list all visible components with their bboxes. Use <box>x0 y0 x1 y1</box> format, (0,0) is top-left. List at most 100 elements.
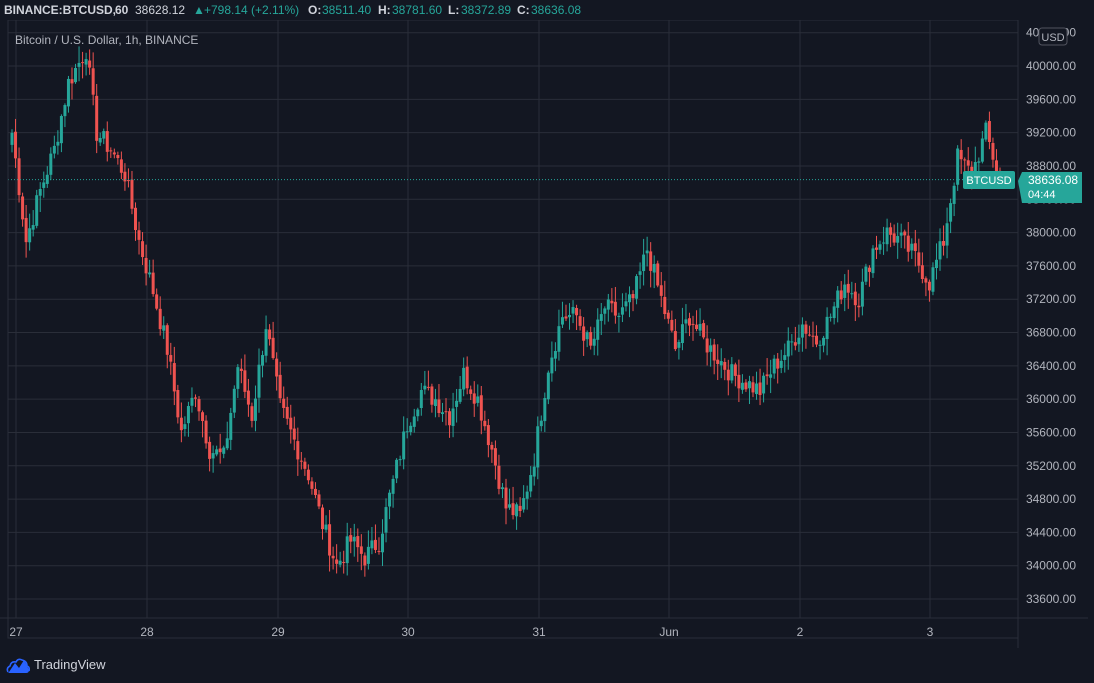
interval-label[interactable]: 60 <box>115 3 129 17</box>
candle-body <box>899 232 903 236</box>
candle-body <box>211 453 215 459</box>
candle-body <box>797 337 801 345</box>
candle-body <box>716 359 720 364</box>
candle-body <box>359 546 363 554</box>
candle-body <box>151 272 155 295</box>
candle-body <box>726 369 730 381</box>
candle-body <box>811 335 815 337</box>
candle-body <box>253 398 257 421</box>
candle-body <box>762 375 766 394</box>
price-chart[interactable]: 33600.00 34000.00 34400.00 34800.00 35200.00… <box>0 20 1094 648</box>
candle-body <box>423 385 427 390</box>
candle-body <box>70 79 74 84</box>
candle-body <box>635 276 639 299</box>
symbol-header: BINANCE:BTCUSD, 60 38628.12 ▲ +798.14 (+… <box>0 0 1094 20</box>
candle-body <box>642 254 646 272</box>
candle-body <box>525 491 529 499</box>
candle-body <box>264 329 268 356</box>
candle-body <box>317 494 321 507</box>
candle-body <box>137 230 141 240</box>
price-tick-label: 39600.00 <box>1026 92 1076 106</box>
candle-body <box>493 448 497 466</box>
candle-body <box>134 207 137 231</box>
tradingview-cloud-icon[interactable] <box>6 656 30 674</box>
candle-body <box>508 504 512 508</box>
candle-body <box>377 550 381 552</box>
chart-legend-title: Bitcoin / U.S. Dollar, 1h, BINANCE <box>15 33 198 47</box>
candle-body <box>885 227 889 245</box>
candle-body <box>793 342 797 346</box>
candle-body <box>455 400 459 407</box>
candle-body <box>892 233 896 243</box>
candle-body <box>155 294 159 309</box>
candle-body <box>42 182 46 188</box>
candle-body <box>553 351 557 359</box>
candle-body <box>324 524 328 530</box>
candle-body <box>564 316 568 319</box>
candle-body <box>659 285 663 296</box>
candle-body <box>409 425 413 432</box>
candle-body <box>268 329 272 340</box>
candle-body <box>126 180 130 182</box>
price-tick-label: 37600.00 <box>1026 259 1076 273</box>
candle-body <box>469 389 473 394</box>
candle-body <box>451 408 455 426</box>
candle-body <box>402 431 406 460</box>
candle-body <box>321 507 325 530</box>
candle-body <box>652 263 656 273</box>
candle-body <box>836 290 840 308</box>
candle-body <box>698 323 702 331</box>
candle-body <box>190 397 194 406</box>
candle-body <box>21 196 25 220</box>
candle-body <box>275 358 279 377</box>
candle-body <box>472 393 476 404</box>
candle-body <box>695 324 699 330</box>
candle-body <box>670 319 674 331</box>
candle-body <box>857 305 861 308</box>
brand-name[interactable]: TradingView <box>34 657 106 672</box>
candle-body <box>31 225 35 230</box>
candle-body <box>483 420 487 427</box>
candle-body <box>225 438 229 449</box>
candle-body <box>52 145 56 154</box>
candle-body <box>313 488 317 496</box>
candle-body <box>779 360 783 368</box>
last-price-tag: 38636.08 04:44 <box>1018 172 1082 203</box>
candle-body <box>804 324 808 334</box>
candle-body <box>162 325 166 331</box>
candle-body <box>462 367 466 390</box>
candle-body <box>578 316 582 326</box>
candle-body <box>529 475 533 492</box>
candle-body <box>942 240 946 246</box>
candle-body <box>550 357 554 374</box>
candle-body <box>81 62 85 64</box>
price-tick-label: 38800.00 <box>1026 159 1076 173</box>
high-label: H: <box>378 3 391 17</box>
candle-body <box>500 487 504 490</box>
candle-body <box>56 141 60 146</box>
symbol-name[interactable]: BINANCE:BTCUSD, <box>4 3 116 17</box>
candle-body <box>818 344 822 346</box>
candle-body <box>966 160 970 166</box>
time-tick-label: 2 <box>797 625 804 639</box>
candle-body <box>980 138 984 162</box>
candle-body <box>758 382 762 396</box>
candle-body <box>709 345 713 352</box>
candle-body <box>229 412 233 440</box>
candle-body <box>444 411 448 413</box>
candle-body <box>536 426 540 468</box>
candle-body <box>193 397 197 399</box>
candle-body <box>730 364 734 381</box>
currency-badge[interactable]: USD <box>1038 27 1068 46</box>
candle-body <box>663 296 667 315</box>
price-tick-label: 38000.00 <box>1026 226 1076 240</box>
candle-body <box>148 272 152 275</box>
candle-body <box>292 428 296 440</box>
candle-body <box>617 315 621 318</box>
candle-body <box>903 231 907 236</box>
candle-body <box>144 257 148 274</box>
candle-body <box>165 325 169 355</box>
candle-body <box>243 370 247 392</box>
candle-body <box>557 326 561 352</box>
candle-body <box>945 223 949 246</box>
